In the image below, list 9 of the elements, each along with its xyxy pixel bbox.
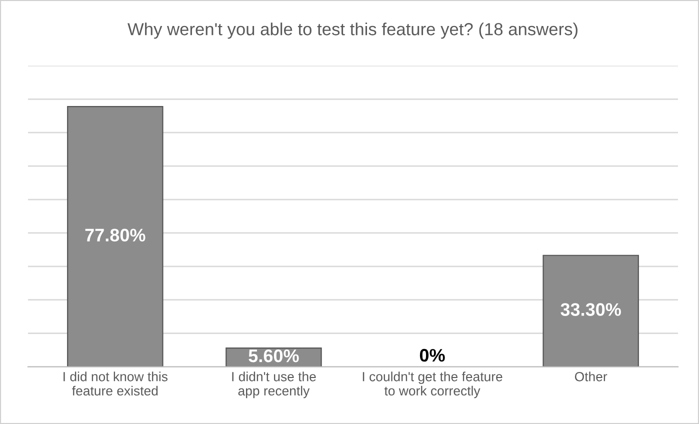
data-label: 33.30% [560,303,621,316]
data-label: 5.60% [248,349,299,362]
data-label: 0% [420,348,445,362]
chart-title: Why weren't you able to test this feature yet? (18 answers) [128,22,578,39]
x-tick-label: Other [574,372,608,382]
data-label: 77.80% [85,228,146,242]
x-tick-label: I did not know this feature existed [64,372,168,396]
x-tick-label: I didn't use the app recently [232,372,316,398]
x-tick-label: I couldn't get the feature to work correctly [362,372,502,398]
